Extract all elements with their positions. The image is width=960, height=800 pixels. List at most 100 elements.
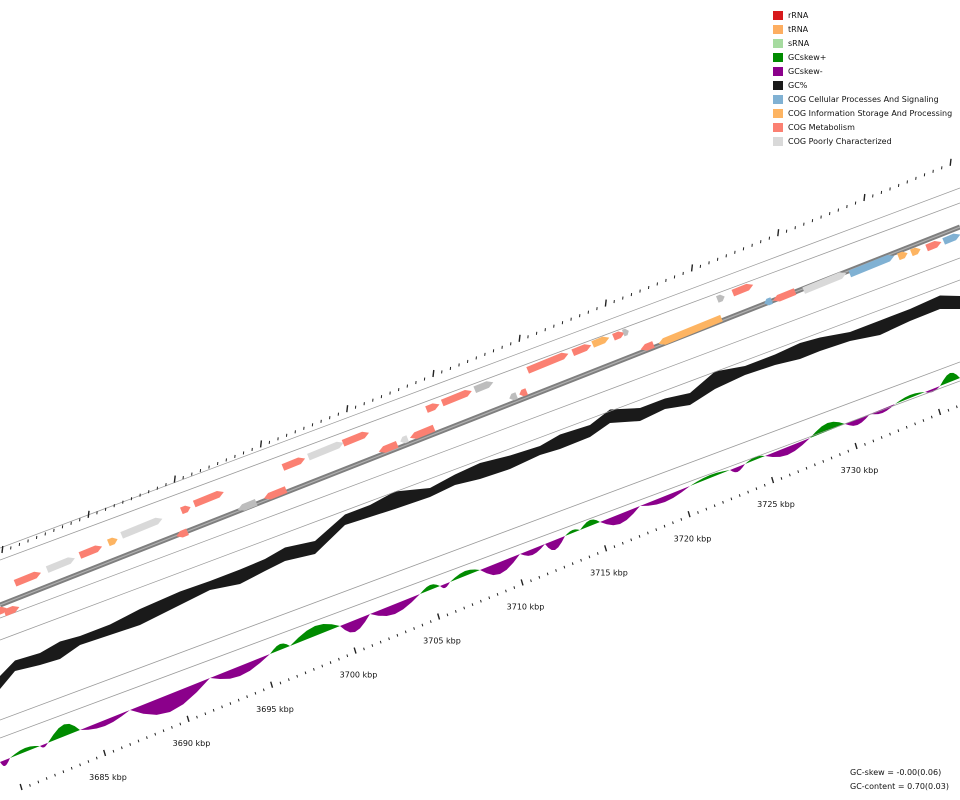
legend-item: COG Information Storage And Processing (773, 106, 952, 120)
gene-feature (440, 390, 472, 407)
gene-feature (378, 441, 399, 453)
ruler-tick (546, 572, 549, 576)
ruler-tick-label: 3720 kbp (674, 534, 712, 543)
gc-content-track (0, 295, 960, 689)
ruler-tick-label: 3710 kbp (507, 603, 545, 612)
ruler-tick (596, 552, 599, 555)
ruler-tick (847, 449, 850, 453)
ruler-tick (854, 442, 858, 450)
ruler-tick (513, 586, 516, 589)
gene-feature (341, 431, 369, 447)
ruler-tick (313, 668, 315, 671)
gene-feature (192, 491, 224, 508)
gc-skew-positive (895, 392, 925, 404)
ruler-tick (54, 773, 56, 777)
ruler-tick (437, 613, 441, 620)
legend-swatch (773, 24, 783, 34)
legend-label: sRNA (788, 38, 810, 48)
ruler-tick (580, 558, 582, 562)
ruler-tick (690, 264, 694, 272)
ruler-tick (613, 545, 616, 549)
ruler-tick (1, 545, 4, 554)
ruler-tick (672, 521, 674, 525)
ruler-tick (429, 620, 432, 624)
gc-skew-negative (480, 554, 520, 576)
ruler-tick (204, 712, 207, 716)
ruler-tick (863, 193, 866, 202)
gc-skew-positive (565, 529, 580, 536)
gene-feature (910, 247, 921, 257)
gene-feature (281, 457, 306, 471)
ruler-tick-label: 3685 kbp (89, 773, 127, 782)
gene-feature (519, 388, 528, 397)
legend-label: COG Metabolism (788, 122, 855, 132)
legend-label: COG Poorly Characterized (788, 136, 892, 146)
ruler-tick (488, 596, 491, 600)
gene-feature (621, 328, 629, 337)
legend-swatch (773, 66, 783, 76)
kbp-ruler: 3685 kbp 3690 kbp 3695 kbp 3700 kbp 3705 kbp… (19, 405, 958, 791)
guide-line (0, 279, 960, 641)
ruler-tick-label: 3705 kbp (423, 637, 461, 646)
ruler-tick (480, 599, 482, 603)
ruler-tick (19, 783, 23, 791)
track-guide-lines (0, 187, 960, 739)
ruler-tick (655, 528, 658, 531)
gene-feature (263, 486, 288, 500)
gc-skew-negative (640, 486, 690, 506)
ruler-tick (103, 749, 107, 757)
ruler-tick (555, 569, 557, 572)
ruler-tick (179, 722, 182, 726)
ruler-tick (713, 504, 716, 508)
legend-label: GCskew- (788, 66, 823, 76)
gc-skew-stat: GC-skew = -0.00(0.06) (850, 768, 942, 777)
gene-feature (848, 255, 895, 278)
ruler-tick (520, 579, 524, 586)
gc-content-band (0, 295, 960, 689)
ruler-tick (588, 555, 591, 559)
ruler-tick (755, 487, 758, 491)
ruler-tick (571, 562, 574, 566)
gc-skew-positive (940, 372, 960, 386)
legend-swatch (773, 52, 783, 62)
legend-swatch (773, 94, 783, 104)
ruler-tick (421, 623, 424, 627)
gc-skew-negative (765, 438, 810, 457)
ruler-tick (329, 661, 332, 664)
guide-line (0, 257, 960, 619)
gc-skew-positive (690, 470, 730, 486)
gc-skew-negative (130, 678, 210, 715)
ruler-tick (346, 654, 349, 658)
ruler-tick (822, 459, 825, 463)
ruler-tick (496, 592, 499, 596)
legend-item: COG Metabolism (773, 120, 952, 134)
ruler-tick (647, 531, 649, 535)
gc-skew-positive (420, 584, 440, 594)
gc-skew-negative (600, 506, 640, 526)
ruler-tick (259, 440, 263, 448)
ruler-tick (563, 565, 566, 569)
gc-skew-negative (440, 582, 450, 589)
legend-item: tRNA (773, 22, 952, 36)
ruler-tick (154, 732, 157, 736)
ruler-tick (922, 419, 925, 422)
ruler-tick-label: 3730 kbp (841, 466, 879, 475)
backbone-highlight (0, 226, 960, 606)
ruler-tick (87, 510, 90, 518)
ruler-tick (897, 429, 900, 433)
gene-feature (925, 241, 942, 252)
ruler-tick (212, 708, 215, 712)
gc-skew-negative (340, 614, 370, 633)
ruler-tick (70, 766, 73, 770)
gene-feature (802, 272, 847, 294)
gc-skew-negative (40, 742, 48, 748)
gene-feature (180, 505, 191, 515)
gene-feature (45, 557, 75, 573)
gc-skew-positive (290, 624, 340, 646)
gc-skew-negative (925, 386, 940, 393)
ruler-tick (112, 749, 115, 753)
legend-item: COG Cellular Processes And Signaling (773, 92, 952, 106)
gene-feature (13, 571, 41, 587)
ruler-tick-label: 3690 kbp (173, 739, 211, 748)
ruler-tick (705, 507, 708, 511)
